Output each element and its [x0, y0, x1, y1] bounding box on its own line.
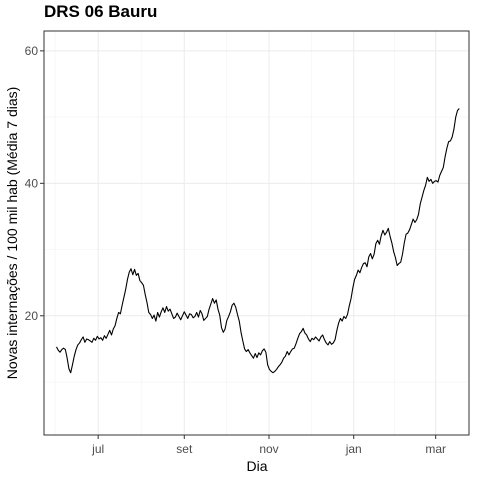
panel-background	[44, 31, 469, 435]
x-tick-label: nov	[259, 442, 278, 456]
plot-panel	[43, 30, 470, 436]
x-axis-title: Dia	[246, 458, 267, 474]
x-tick-label: set	[176, 442, 193, 456]
chart-title: DRS 06 Bauru	[44, 2, 157, 21]
y-tick-label: 20	[25, 309, 39, 323]
y-axis-title: Novas internações / 100 mil hab (Média 7…	[4, 87, 20, 380]
x-tick-label: mar	[425, 442, 446, 456]
x-tick-label: jan	[345, 442, 362, 456]
series-line	[56, 108, 460, 374]
y-tick-label: 40	[25, 176, 39, 190]
minor-gridlines	[44, 31, 469, 435]
x-axis: jul set nov jan mar	[91, 435, 446, 456]
y-axis: 20 40 60	[25, 44, 44, 323]
panel-border	[43, 30, 470, 436]
x-tick-label: jul	[91, 442, 104, 456]
y-tick-label: 60	[25, 44, 39, 58]
